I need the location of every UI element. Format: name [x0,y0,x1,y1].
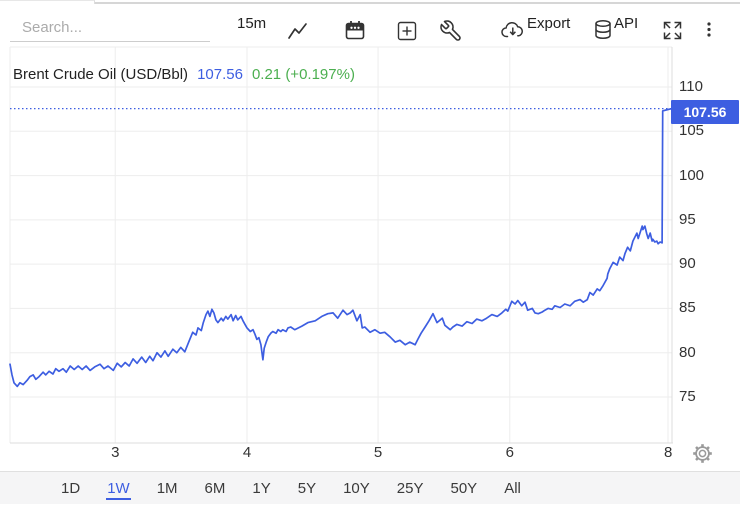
timebar-item-10y[interactable]: 10Y [343,480,370,497]
y-axis-label: 95 [679,210,696,228]
y-axis-label: 80 [679,343,696,361]
kebab-menu-icon[interactable] [704,18,714,42]
current-price-badge: 107.56 [671,100,739,124]
y-axis-label: 105 [679,122,705,140]
export-button[interactable]: Export [527,15,571,32]
timebar-item-1y[interactable]: 1Y [252,480,271,497]
timebar-item-1w[interactable]: 1W [106,476,131,500]
x-axis-label: 5 [373,444,383,461]
cloud-export-icon[interactable] [501,19,525,41]
fullscreen-expand-icon[interactable] [661,19,684,42]
tab-strip-divider [95,2,740,4]
api-button[interactable]: API [614,15,639,32]
x-axis-label: 4 [242,444,252,461]
instrument-title: Brent Crude Oil (USD/Bbl) [13,66,189,83]
timebar-item-50y[interactable]: 50Y [450,480,478,497]
y-axis-label: 110 [679,78,703,95]
x-axis-label: 6 [505,444,514,461]
y-axis-label: 85 [679,299,696,317]
chart-gridlines [9,46,673,444]
line-chart-icon[interactable] [286,20,309,43]
y-axis-label: 75 [679,387,696,405]
price-series-line [9,107,673,388]
y-axis-label: 90 [679,255,696,273]
toolbar: 15m [0,6,740,46]
chart-settings-gear-icon[interactable] [691,442,714,470]
timebar-item-all[interactable]: All [504,480,521,497]
timebar-item-6m[interactable]: 6M [204,480,226,497]
price-change-value: 0.21 (+0.197%) [251,66,355,83]
database-api-icon[interactable] [593,18,613,42]
timebar-item-25y[interactable]: 25Y [396,480,424,497]
active-tab-notch [0,0,95,4]
timeframe-bar: 1D 1W 1M 6M 1Y 5Y 10Y 25Y 50Y All [0,471,740,504]
timebar-item-1m[interactable]: 1M [156,480,178,497]
interval-selector[interactable]: 15m [237,15,267,32]
last-price-value: 107.56 [197,66,243,83]
x-axis-label: 3 [111,444,120,461]
add-compare-icon[interactable] [395,19,419,43]
timebar-item-5y[interactable]: 5Y [297,480,317,497]
timebar-item-1d[interactable]: 1D [61,480,81,497]
chart-header: Brent Crude Oil (USD/Bbl) 107.56 0.21 (+… [13,66,355,83]
y-axis-label: 100 [679,166,705,184]
tools-wrench-icon[interactable] [439,19,463,43]
calendar-icon[interactable] [343,18,367,43]
x-axis-label: 8 [664,444,672,461]
search-input[interactable] [10,16,210,42]
